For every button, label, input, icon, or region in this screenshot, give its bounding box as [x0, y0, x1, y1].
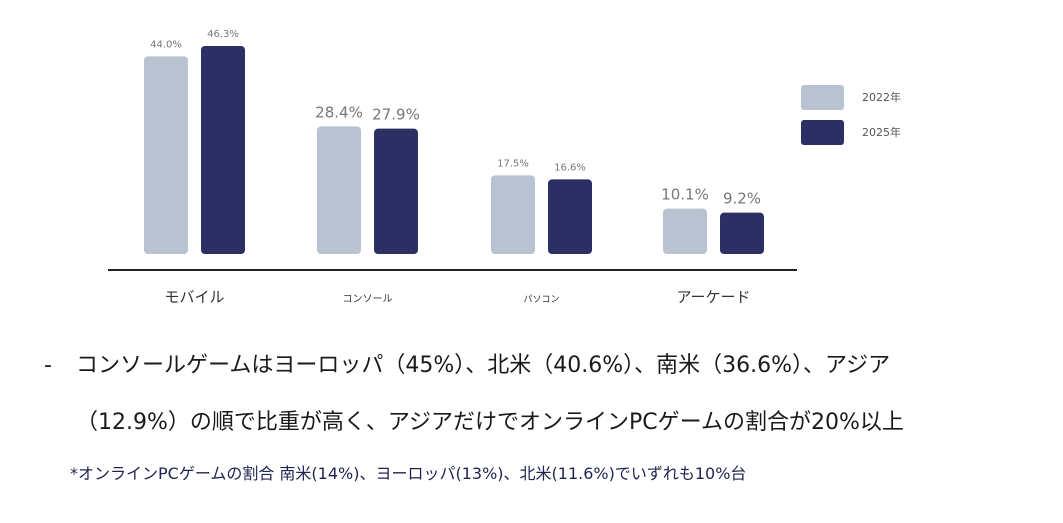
- bar-value-label: 16.6%: [554, 162, 586, 173]
- bar-value-label: 46.3%: [207, 29, 239, 40]
- category-label: モバイル: [164, 288, 224, 306]
- bar-2025: [201, 46, 245, 254]
- legend: 2022年 2025年: [801, 85, 901, 145]
- category-label: コンソール: [343, 294, 393, 305]
- bar-value-label: 44.0%: [150, 39, 182, 50]
- bar-2025: [720, 212, 764, 254]
- legend-label: 2025年: [862, 125, 901, 139]
- bar-value-label: 10.1%: [661, 186, 709, 204]
- bar-2025: [548, 179, 592, 254]
- category-label: アーケード: [676, 288, 750, 306]
- bar-2022: [663, 208, 707, 254]
- note-line-1: - コンソールゲームはヨーロッパ（45%）、北米（40.6%）、南米（36.6%）…: [44, 347, 890, 379]
- bar-2022: [144, 56, 188, 255]
- bars-layer: 44.0% 46.3% モバイル 28.4% 27.9% コンソール 17.5% 16.6% パ…: [144, 29, 764, 306]
- bar-value-label: 17.5%: [497, 158, 529, 169]
- bar-value-label: 9.2%: [723, 190, 761, 208]
- bar-group: 28.4% 27.9% コンソール: [315, 103, 420, 305]
- note-line-2: （12.9%）の順で比重が高く、アジアだけでオンラインPCゲームの割合が20%以…: [76, 410, 904, 435]
- bar-2025: [374, 128, 418, 254]
- note-text-1: コンソールゲームはヨーロッパ（45%）、北米（40.6%）、南米（36.6%）、…: [76, 353, 891, 378]
- bullet-dash: -: [44, 353, 52, 378]
- bar-2022: [491, 175, 535, 254]
- bar-group: 17.5% 16.6% パソコン: [491, 158, 592, 305]
- bar-chart: 44.0% 46.3% モバイル 28.4% 27.9% コンソール 17.5% 16.6% パ…: [108, 29, 901, 306]
- legend-swatch: [801, 85, 844, 110]
- category-label: パソコン: [523, 294, 559, 305]
- legend-label: 2022年: [862, 90, 901, 104]
- bar-value-label: 27.9%: [372, 106, 420, 124]
- bar-value-label: 28.4%: [315, 103, 363, 121]
- bar-group: 44.0% 46.3% モバイル: [144, 29, 245, 306]
- legend-swatch: [801, 120, 844, 145]
- footnote: *オンラインPCゲームの割合 南米(14%)、ヨーロッパ(13%)、北米(11.…: [70, 464, 747, 483]
- bar-2022: [317, 126, 361, 254]
- bar-group: 10.1% 9.2% アーケード: [661, 186, 764, 306]
